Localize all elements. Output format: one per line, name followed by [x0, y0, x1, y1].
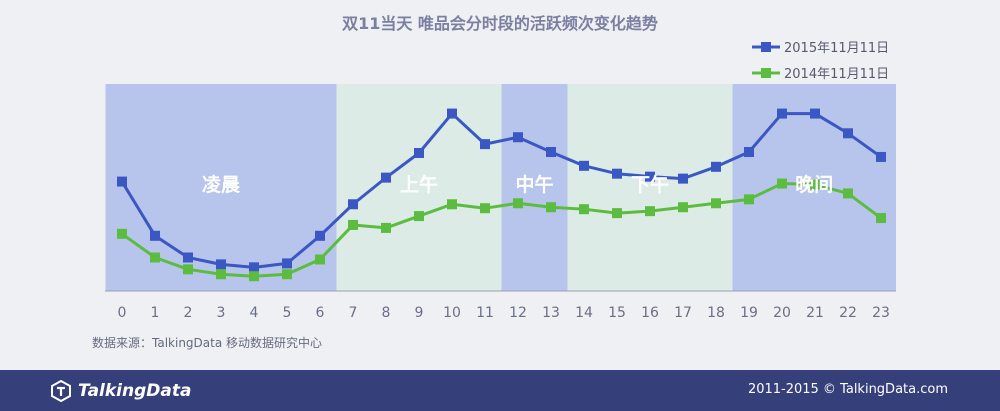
data-point-s0-3	[216, 259, 226, 270]
data-point-s0-8	[381, 172, 391, 183]
data-point-s0-21	[810, 108, 820, 119]
data-point-s1-22	[843, 188, 853, 199]
data-point-s1-8	[381, 222, 391, 233]
x-tick-label: 1	[151, 305, 160, 321]
x-tick-label: 4	[250, 305, 259, 321]
data-point-s0-6	[315, 230, 325, 241]
data-point-s0-4	[249, 262, 259, 273]
period-band-1	[336, 84, 502, 291]
data-point-s1-2	[183, 264, 193, 275]
copyright-text: 2011-2015 © TalkingData.com	[747, 382, 948, 397]
x-tick-label: 23	[872, 305, 890, 321]
line-chart: 凌晨 上午 中午 下午 晚间0 1 2 3 4 5 6 7 8 9 10 11 12 13 14 15 16 17 18 19…	[105, 41, 896, 321]
x-tick-label: 3	[217, 305, 226, 321]
data-point-s0-14	[579, 160, 589, 171]
data-point-s0-7	[348, 199, 358, 210]
x-tick-label: 18	[707, 305, 725, 321]
data-point-s1-0	[117, 228, 127, 239]
x-tick-label: 9	[415, 305, 424, 321]
period-label-2: 中午	[515, 173, 553, 196]
logo-text: TalkingData	[78, 381, 192, 401]
x-tick-label: 12	[509, 305, 527, 321]
series-line-0	[120, 112, 882, 269]
data-point-s0-13	[546, 147, 556, 158]
data-point-s0-5	[282, 258, 292, 269]
data-point-s1-10	[447, 199, 457, 210]
period-label-4: 晚间	[795, 173, 833, 196]
data-point-s1-6	[315, 254, 325, 265]
x-tick-label: 11	[476, 305, 494, 321]
data-point-s1-3	[216, 269, 226, 280]
x-tick-label: 7	[349, 305, 358, 321]
data-point-s1-4	[249, 271, 259, 282]
data-point-s1-18	[711, 198, 721, 209]
brand-logo: TalkingData	[50, 379, 191, 403]
series-line-1	[121, 182, 882, 278]
x-tick-label: 14	[575, 305, 593, 321]
data-point-s1-21	[810, 179, 820, 190]
x-tick-label: 15	[608, 305, 626, 321]
data-point-s0-2	[183, 252, 193, 263]
period-band-3	[567, 84, 733, 291]
period-label-1: 上午	[400, 173, 438, 196]
x-tick-label: 8	[382, 305, 391, 321]
data-point-s0-0	[117, 176, 127, 187]
data-point-s0-11	[480, 139, 490, 150]
talkingdata-logo-icon	[51, 380, 71, 402]
x-tick-label: 13	[542, 305, 560, 321]
chart-title: 双11当天 唯品会分时段的活跃频次变化趋势	[342, 14, 658, 33]
data-point-s0-10	[447, 108, 457, 119]
data-point-s1-12	[513, 198, 523, 209]
legend-label-0: 2015年11月11日	[784, 41, 889, 56]
data-point-s1-7	[348, 219, 358, 230]
data-point-s0-1	[150, 230, 160, 241]
data-point-s1-9	[414, 211, 424, 222]
data-point-s1-20	[777, 178, 787, 189]
x-tick-label: 10	[443, 305, 461, 321]
period-band-0	[105, 84, 337, 291]
x-tick-label: 16	[641, 305, 659, 321]
data-point-s0-15	[612, 168, 622, 179]
period-label-3: 下午	[631, 173, 669, 196]
data-point-s1-19	[744, 194, 754, 205]
data-point-s0-22	[843, 128, 853, 139]
period-label-0: 凌晨	[202, 173, 241, 196]
x-tick-label: 21	[806, 305, 824, 321]
x-tick-label: 5	[283, 305, 292, 321]
x-tick-label: 20	[773, 305, 791, 321]
data-point-s0-23	[876, 151, 886, 162]
data-point-s0-12	[513, 132, 523, 143]
x-tick-label: 6	[316, 305, 325, 321]
x-tick-label: 22	[839, 305, 857, 321]
data-point-s1-17	[678, 202, 688, 213]
legend-label-1: 2014年11月11日	[784, 67, 889, 82]
data-point-s0-17	[678, 173, 688, 184]
data-point-s1-13	[546, 202, 556, 213]
x-tick-label: 0	[118, 305, 127, 321]
data-point-s1-11	[480, 203, 490, 214]
data-point-s1-23	[876, 213, 886, 224]
data-point-s0-9	[414, 148, 424, 158]
data-point-s0-19	[744, 147, 754, 158]
data-point-s1-16	[645, 206, 655, 217]
data-point-s1-5	[282, 269, 292, 280]
data-point-s1-14	[579, 204, 589, 215]
data-source-note: 数据来源：TalkingData 移动数据研究中心	[92, 336, 323, 350]
data-point-s1-15	[612, 208, 622, 219]
period-band-2	[501, 84, 568, 291]
data-point-s1-1	[150, 252, 160, 263]
x-tick-label: 17	[674, 305, 692, 321]
data-point-s0-16	[645, 171, 655, 182]
footer-bar: TalkingData 2011-2015 © TalkingData.com	[0, 370, 1000, 411]
legend-marker-1	[761, 68, 771, 78]
x-tick-label: 19	[740, 305, 758, 321]
data-point-s0-20	[777, 108, 787, 119]
data-point-s0-18	[711, 161, 721, 172]
x-tick-label: 2	[184, 305, 193, 321]
legend-marker-0	[761, 42, 771, 52]
